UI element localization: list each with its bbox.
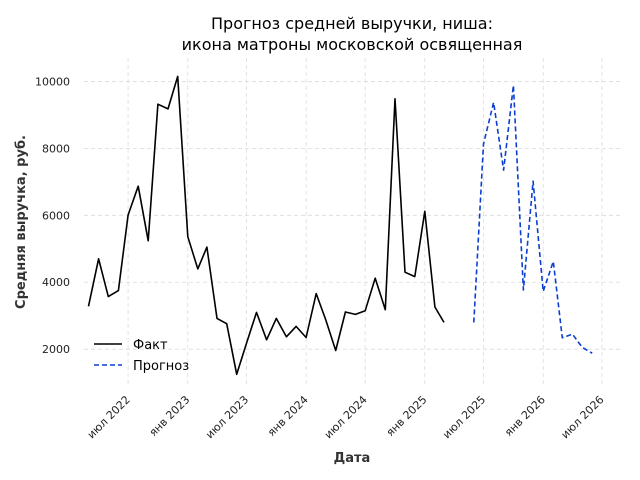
series-line-fact: [87, 75, 445, 376]
series-lines: [87, 75, 593, 376]
x-tick-label: янв 2026: [502, 393, 548, 439]
x-tick-label: июл 2025: [440, 393, 488, 441]
y-tick-label: 8000: [42, 142, 70, 155]
series-line-forecast: [473, 84, 593, 354]
y-tick-label: 4000: [42, 276, 70, 289]
legend-label: Факт: [133, 338, 168, 353]
x-tick-label: июл 2023: [203, 393, 251, 441]
y-axis-label: Средняя выручка, руб.: [14, 135, 29, 309]
y-tick-label: 6000: [42, 209, 70, 222]
x-tick-label: июл 2026: [559, 393, 607, 441]
chart-title-line1: Прогноз средней выручки, ниша:: [211, 14, 493, 33]
x-tick-label: янв 2025: [384, 393, 430, 439]
x-tick-label: июл 2022: [85, 393, 133, 441]
legend-label: Прогноз: [133, 359, 189, 374]
y-axis-ticks: 2000 4000 6000 8000 10000: [35, 75, 70, 356]
y-tick-label: 10000: [35, 75, 70, 88]
y-tick-label: 2000: [42, 343, 70, 356]
x-axis-label: Дата: [334, 451, 371, 466]
x-tick-label: янв 2023: [147, 393, 193, 439]
x-tick-label: июл 2024: [322, 393, 370, 441]
legend: Факт Прогноз: [94, 338, 189, 374]
x-axis-ticks: июл 2022 янв 2023 июл 2023 янв 2024 июл 2024…: [85, 393, 607, 441]
chart-title-line2: икона матроны московской освященная: [182, 35, 523, 54]
x-tick-label: янв 2024: [265, 393, 311, 439]
grid: [84, 58, 622, 386]
